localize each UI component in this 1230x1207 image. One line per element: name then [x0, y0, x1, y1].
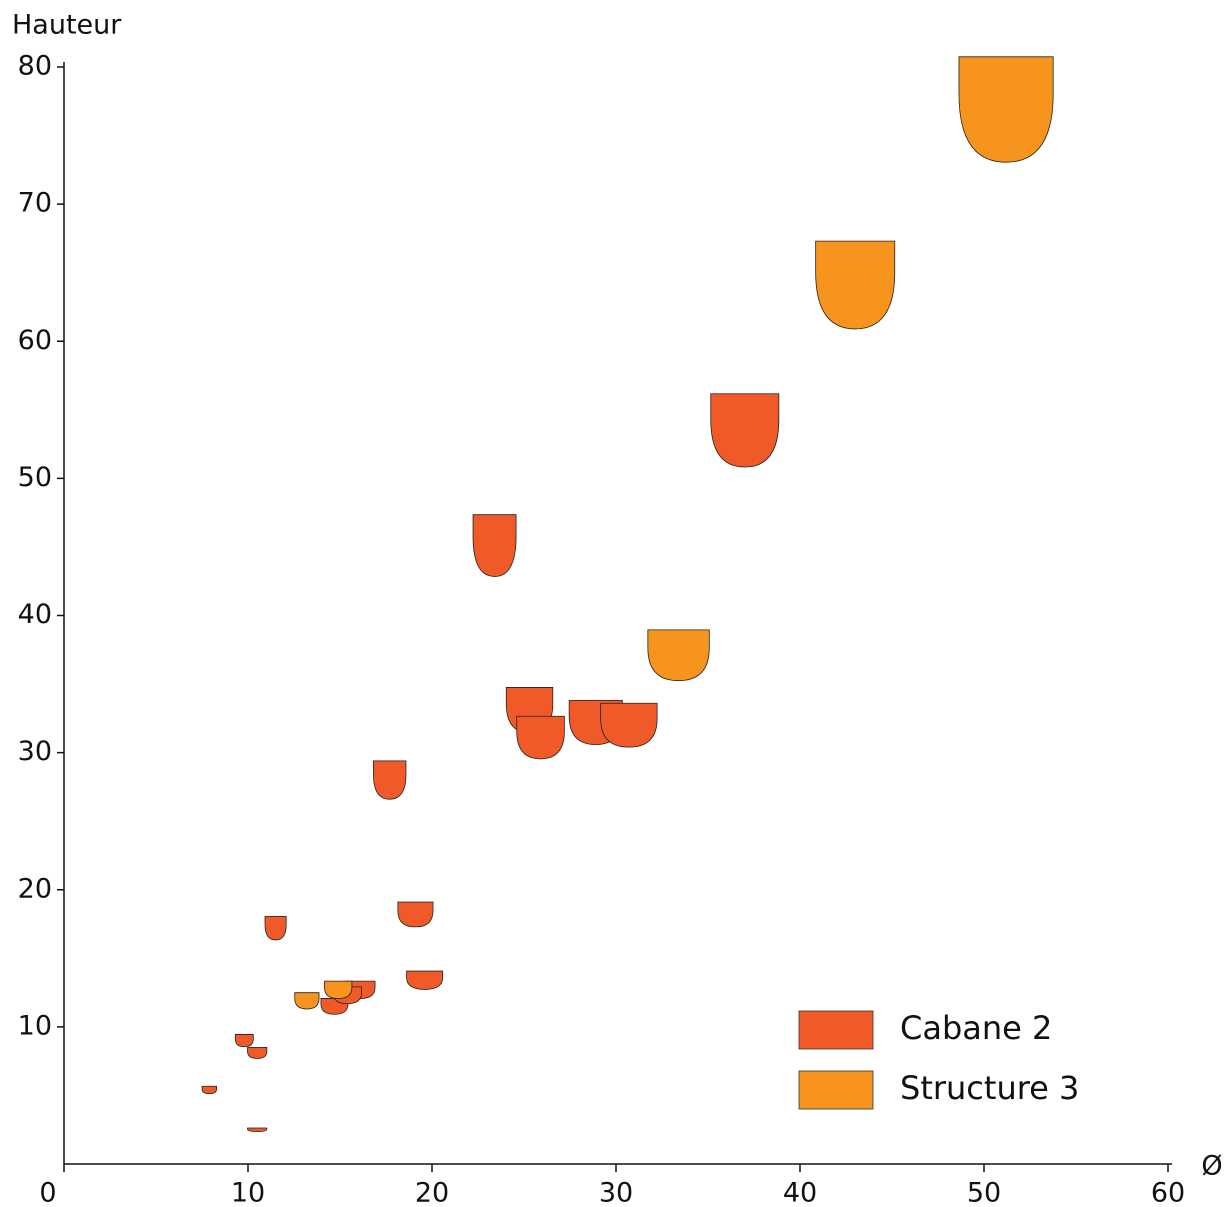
- y-tick-label: 10: [18, 1010, 52, 1041]
- y-tick-label: 40: [18, 599, 52, 630]
- vessel: [247, 1127, 268, 1132]
- x-tick-label: 50: [967, 1178, 1001, 1207]
- vessel: [234, 1034, 254, 1048]
- vessel: [324, 980, 353, 999]
- legend-swatch: [798, 1070, 874, 1110]
- x-tick-label: 40: [783, 1178, 817, 1207]
- vessel: [294, 992, 320, 1010]
- vessel: [472, 514, 517, 577]
- legend-swatch: [798, 1010, 874, 1050]
- vessel: [600, 702, 658, 748]
- y-tick-label: 70: [18, 188, 52, 219]
- vessel: [647, 629, 710, 682]
- y-tick-label: 80: [18, 51, 52, 82]
- vessel: [958, 56, 1054, 163]
- vessel: [264, 915, 287, 941]
- legend-label: Structure 3: [900, 1069, 1079, 1107]
- vessel: [516, 715, 565, 760]
- y-axis-label: Hauteur: [12, 10, 122, 41]
- x-tick-label: 10: [231, 1178, 265, 1207]
- vessel: [397, 901, 434, 928]
- vessel: [406, 970, 444, 990]
- x-tick-label: 60: [1151, 1178, 1185, 1207]
- vessel: [372, 760, 407, 800]
- y-tick-label: 20: [18, 873, 52, 904]
- x-axis-label: Ø: [1201, 1151, 1222, 1182]
- vessel: [710, 393, 780, 468]
- legend-label: Cabane 2: [900, 1009, 1052, 1047]
- vessel: [247, 1046, 268, 1059]
- y-tick-label: 30: [18, 736, 52, 767]
- y-tick-label: 50: [18, 462, 52, 493]
- x-tick-label: 0: [39, 1178, 56, 1207]
- vessel: [815, 240, 896, 330]
- x-tick-label: 30: [599, 1178, 633, 1207]
- y-tick-label: 60: [18, 325, 52, 356]
- vessel: [201, 1085, 218, 1095]
- x-tick-label: 20: [415, 1178, 449, 1207]
